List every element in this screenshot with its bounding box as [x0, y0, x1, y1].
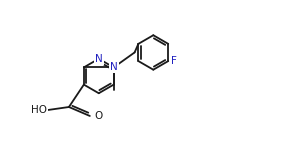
Text: F: F [171, 56, 177, 66]
Text: N: N [95, 54, 103, 64]
Text: N: N [110, 62, 117, 72]
Text: HO: HO [31, 105, 47, 115]
Text: O: O [94, 111, 103, 121]
